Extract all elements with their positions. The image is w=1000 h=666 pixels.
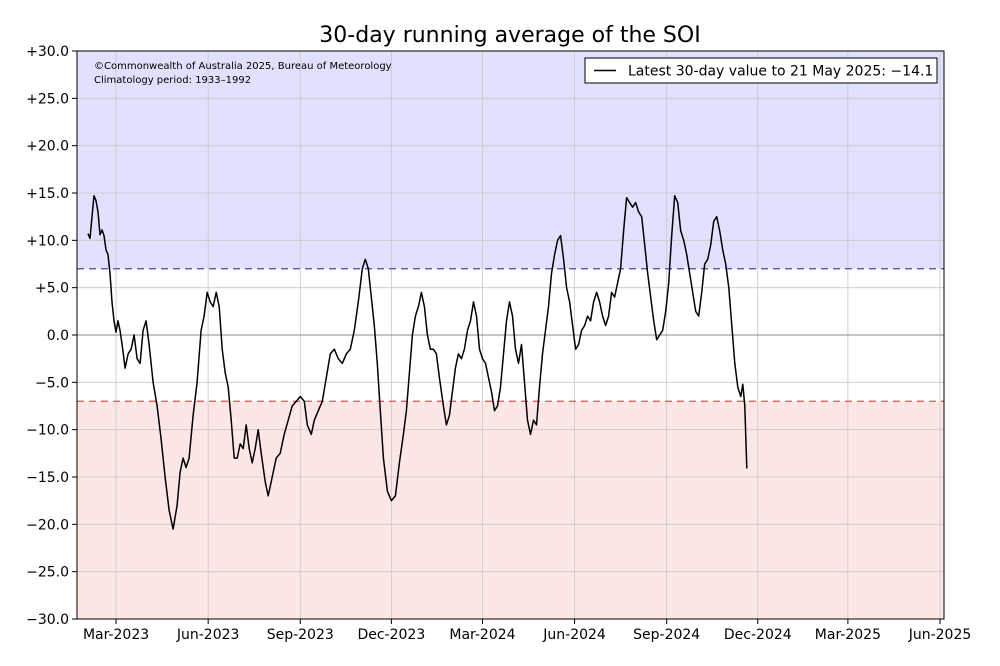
credit-line-copyright: ©Commonwealth of Australia 2025, Bureau … xyxy=(94,61,392,72)
y-tick-label: +15.0 xyxy=(26,186,69,202)
y-tick-label: −20.0 xyxy=(26,517,69,533)
x-tick-label: Jun-2024 xyxy=(542,627,606,643)
chart-title: 30-day running average of the SOI xyxy=(319,23,700,48)
x-tick-label: Jun-2023 xyxy=(176,627,240,643)
legend-label: Latest 30-day value to 21 May 2025: −14.… xyxy=(628,64,933,80)
legend: Latest 30-day value to 21 May 2025: −14.… xyxy=(584,57,938,84)
series-layer xyxy=(87,195,748,530)
y-tick-label: +10.0 xyxy=(26,233,69,249)
y-tick-label: +20.0 xyxy=(26,139,69,155)
la-nina-band xyxy=(77,51,944,269)
x-tick-label: Sep-2023 xyxy=(267,627,334,643)
y-tick-label: −30.0 xyxy=(26,612,69,628)
y-tick-label: −10.0 xyxy=(26,423,69,439)
y-tick-label: +30.0 xyxy=(26,44,69,60)
x-axis: Mar-2023 Jun-2023 Sep-2023 Dec-2023 Mar-2024… xyxy=(83,619,971,643)
x-tick-label: Mar-2023 xyxy=(83,627,149,643)
y-axis: +30.0 +25.0 +20.0 +15.0 +10.0 +5.0 0.0 −5.0 −10.… xyxy=(26,44,77,628)
y-tick-label: −25.0 xyxy=(26,565,69,581)
x-tick-label: Sep-2024 xyxy=(633,627,700,643)
x-tick-label: Mar-2024 xyxy=(449,627,515,643)
el-nino-band xyxy=(77,401,944,619)
y-tick-label: +25.0 xyxy=(26,91,69,107)
x-tick-label: Dec-2024 xyxy=(724,627,792,643)
threshold-lines xyxy=(77,268,944,402)
legend-box xyxy=(584,57,938,84)
soi-series-line xyxy=(87,195,748,530)
y-tick-label: −15.0 xyxy=(26,470,69,486)
x-tick-label: Mar-2025 xyxy=(815,627,881,643)
y-tick-label: 0.0 xyxy=(47,328,69,344)
y-tick-label: +5.0 xyxy=(35,281,69,297)
x-tick-label: Jun-2025 xyxy=(908,627,972,643)
x-tick-label: Dec-2023 xyxy=(357,627,425,643)
credit-line-climatology: Climatology period: 1933–1992 xyxy=(94,75,251,86)
y-tick-label: −5.0 xyxy=(35,375,69,391)
